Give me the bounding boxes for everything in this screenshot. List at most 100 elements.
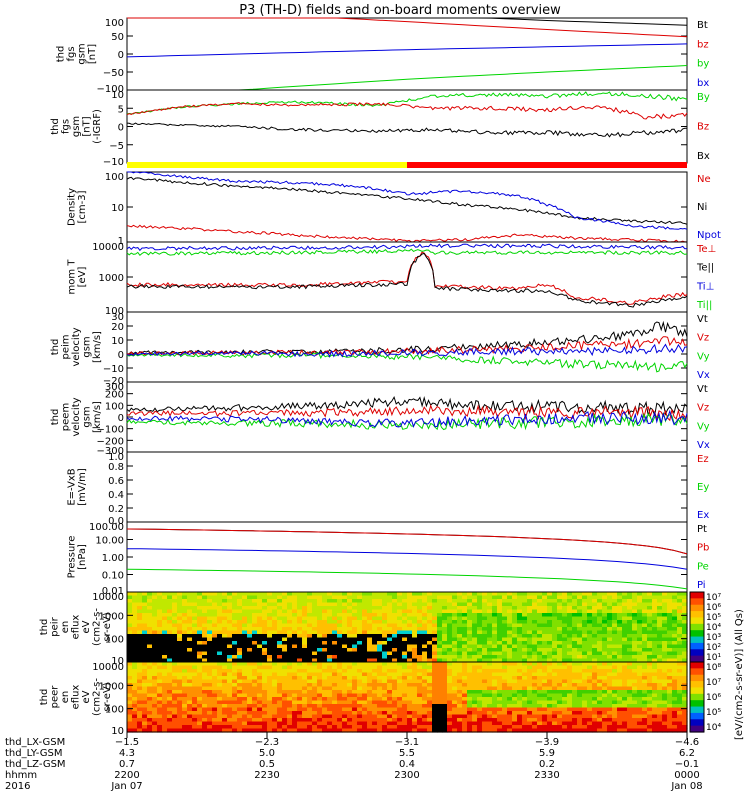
heatmap-cell — [452, 679, 458, 684]
heatmap-cell — [347, 669, 353, 674]
heatmap-cell — [332, 662, 338, 667]
heatmap-cell — [217, 648, 223, 653]
heatmap-cell — [372, 714, 378, 719]
heatmap-cell — [277, 602, 283, 607]
heatmap-cell — [282, 595, 288, 600]
heatmap-cell — [427, 595, 433, 600]
heatmap-cell — [222, 662, 228, 667]
heatmap-cell — [642, 630, 648, 635]
heatmap-cell — [417, 718, 423, 723]
legend-entry: Vy — [697, 351, 710, 362]
heatmap-cell — [342, 658, 348, 663]
heatmap-cell — [172, 609, 178, 614]
heatmap-cell — [132, 676, 138, 681]
heatmap-cell — [667, 697, 673, 702]
heatmap-cell — [582, 728, 588, 733]
heatmap-cell — [172, 658, 178, 663]
heatmap-cell — [142, 725, 148, 730]
heatmap-cell — [352, 718, 358, 723]
heatmap-cell — [367, 728, 373, 733]
heatmap-cell — [667, 662, 673, 667]
heatmap-cell — [487, 718, 493, 723]
heatmap-cell — [242, 690, 248, 695]
heatmap-cell — [252, 672, 258, 677]
heatmap-cell — [657, 693, 663, 698]
heatmap-cell — [502, 679, 508, 684]
heatmap-cell — [197, 697, 203, 702]
heatmap-cell — [262, 595, 268, 600]
heatmap-cell — [487, 683, 493, 688]
colorbar-swatch — [690, 636, 704, 644]
heatmap-cell — [282, 613, 288, 618]
heatmap-cell — [622, 711, 628, 716]
heatmap-cell — [607, 728, 613, 733]
heatmap-cell — [322, 704, 328, 709]
heatmap-cell — [277, 595, 283, 600]
heatmap-cell — [322, 711, 328, 716]
heatmap-cell — [327, 609, 333, 614]
heatmap-cell — [232, 602, 238, 607]
heatmap-cell — [377, 665, 383, 670]
heatmap-cell — [197, 616, 203, 621]
heatmap-cell — [447, 728, 453, 733]
heatmap-cell — [377, 718, 383, 723]
heatmap-cell — [447, 627, 453, 632]
heatmap-cell — [352, 651, 358, 656]
heatmap-cell — [182, 683, 188, 688]
heatmap-cell — [297, 690, 303, 695]
heatmap-cell — [352, 679, 358, 684]
heatmap-cell — [167, 630, 173, 635]
heatmap-cell — [327, 679, 333, 684]
heatmap-cell — [297, 658, 303, 663]
heatmap-cell — [627, 707, 633, 712]
heatmap-cell — [337, 655, 343, 660]
heatmap-cell — [462, 613, 468, 618]
heatmap-cell — [612, 658, 618, 663]
heatmap-cell — [132, 602, 138, 607]
heatmap-cell — [472, 676, 478, 681]
heatmap-cell — [152, 718, 158, 723]
heatmap-cell — [502, 651, 508, 656]
heatmap-cell — [492, 620, 498, 625]
heatmap-cell — [412, 683, 418, 688]
heatmap-cell — [652, 672, 658, 677]
heatmap-cell — [382, 623, 388, 628]
heatmap-cell — [432, 728, 438, 733]
heatmap-cell — [612, 686, 618, 691]
heatmap-cell — [227, 718, 233, 723]
y-tick-label: 0.6 — [108, 476, 124, 487]
heatmap-cell — [442, 623, 448, 628]
heatmap-cell — [182, 592, 188, 597]
heatmap-cell — [527, 651, 533, 656]
heatmap-cell — [192, 651, 198, 656]
heatmap-cell — [172, 676, 178, 681]
heatmap-cell — [172, 669, 178, 674]
heatmap-cell — [482, 592, 488, 597]
heatmap-cell — [487, 669, 493, 674]
heatmap-cell — [217, 620, 223, 625]
heatmap-cell — [202, 707, 208, 712]
heatmap-cell — [627, 662, 633, 667]
heatmap-cell — [577, 690, 583, 695]
heatmap-cell — [377, 595, 383, 600]
heatmap-cell — [442, 599, 448, 604]
heatmap-cell — [222, 592, 228, 597]
heatmap-cell — [337, 721, 343, 726]
heatmap-cell — [442, 658, 448, 663]
y-tick-label: 100 — [105, 401, 124, 412]
heatmap-cell — [327, 592, 333, 597]
heatmap-cell — [597, 714, 603, 719]
heatmap-cell — [597, 690, 603, 695]
heatmap-cell — [682, 693, 688, 698]
heatmap-cell — [512, 728, 518, 733]
heatmap-cell — [352, 592, 358, 597]
heatmap-cell — [592, 613, 598, 618]
heatmap-cell — [572, 707, 578, 712]
heatmap-cell — [637, 693, 643, 698]
heatmap-cell — [467, 630, 473, 635]
heatmap-cell — [452, 721, 458, 726]
heatmap-cell — [347, 697, 353, 702]
heatmap-cell — [622, 620, 628, 625]
heatmap-cell — [127, 665, 133, 670]
heatmap-cell — [552, 711, 558, 716]
